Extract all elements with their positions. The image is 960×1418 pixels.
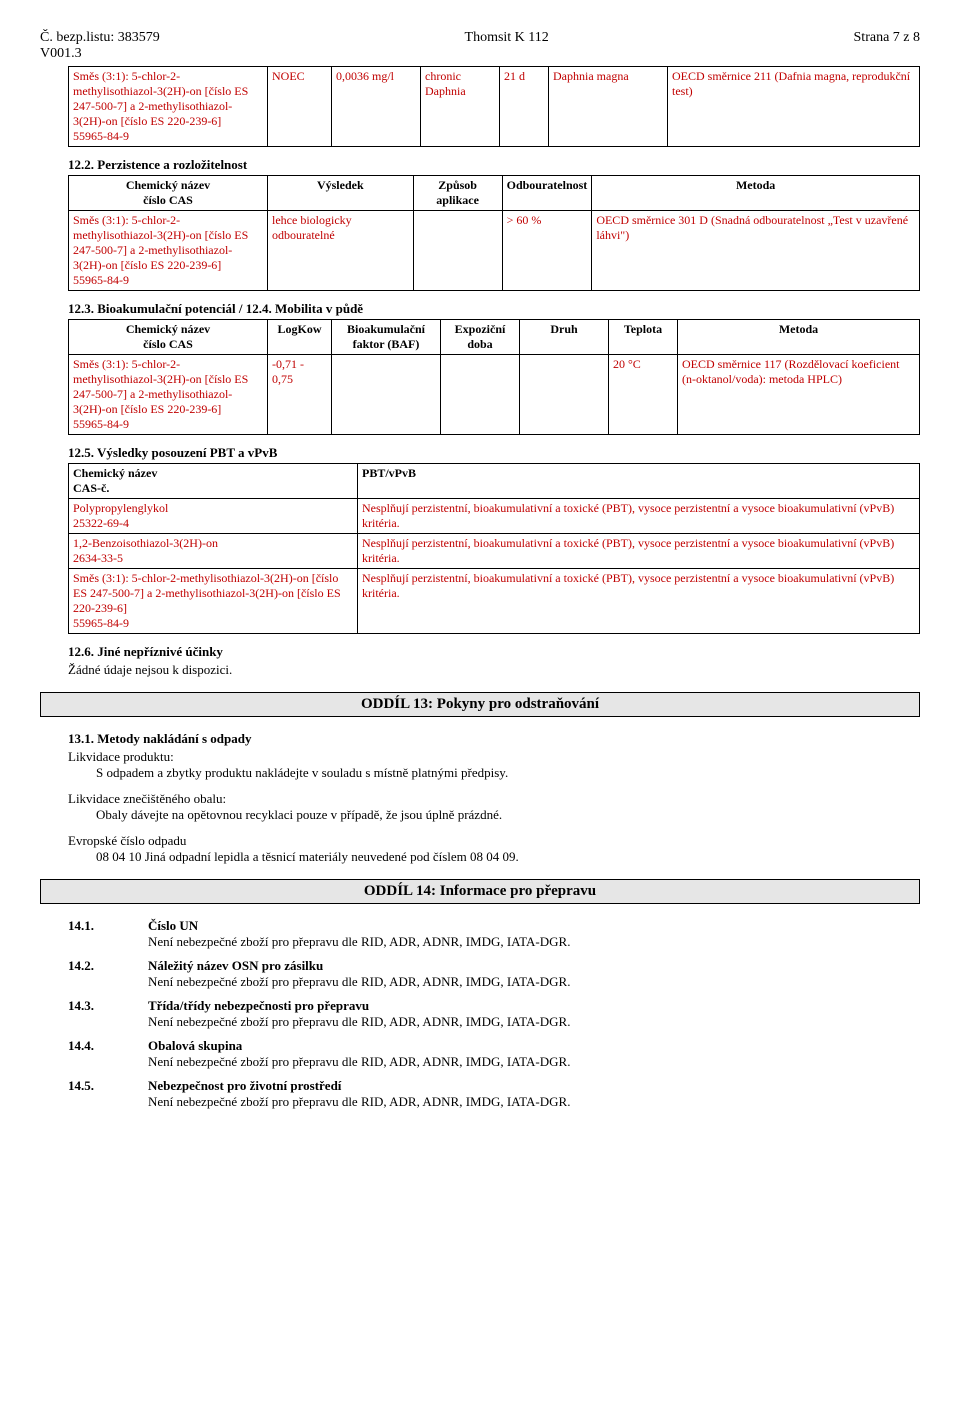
persistence-table: Chemický název číslo CAS Výsledek Způsob… (68, 175, 920, 291)
col-chemical: Chemický název číslo CAS (69, 320, 268, 355)
substance-name: Směs (3:1): 5-chlor-2-methylisothiazol-3… (69, 67, 268, 147)
col-chemical: Chemický název CAS-č. (69, 464, 358, 499)
section-body: Není nebezpečné zboží pro přepravu dle R… (148, 974, 920, 990)
ecotox-table-row: Směs (3:1): 5-chlor-2-methylisothiazol-3… (68, 66, 920, 147)
col-temperature: Teplota (609, 320, 678, 355)
section-14-1: 14.1. Číslo UN Není nebezpečné zboží pro… (68, 918, 920, 950)
doc-version: V001.3 (40, 46, 160, 62)
bioaccumulation-table: Chemický název číslo CAS LogKow Bioakumu… (68, 319, 920, 435)
section-body: Není nebezpečné zboží pro přepravu dle R… (148, 934, 920, 950)
section-label: Nebezpečnost pro životní prostředí (148, 1078, 920, 1094)
page-header: Č. bezp.listu: 383579 V001.3 Thomsit K 1… (40, 30, 920, 62)
section-label: Náležitý název OSN pro zásilku (148, 958, 920, 974)
value: 0,0036 mg/l (332, 67, 421, 147)
section-number: 14.1. (68, 918, 148, 950)
disposal-packaging-label: Likvidace znečištěného obalu: (68, 791, 920, 807)
value-type: NOEC (268, 67, 332, 147)
section-label: Obalová skupina (148, 1038, 920, 1054)
waste-code-text: 08 04 10 Jiná odpadní lepidla a těsnicí … (96, 849, 920, 865)
col-method: Metoda (678, 320, 920, 355)
col-species: Druh (520, 320, 609, 355)
section-12-2-title: 12.2. Perzistence a rozložitelnost (68, 157, 920, 173)
section-14-2: 14.2. Náležitý název OSN pro zásilku Nen… (68, 958, 920, 990)
col-pbt: PBT/vPvB (358, 464, 920, 499)
section-14-4: 14.4. Obalová skupina Není nebezpečné zb… (68, 1038, 920, 1070)
section-body: Není nebezpečné zboží pro přepravu dle R… (148, 1054, 920, 1070)
degradability: > 60 % (502, 211, 592, 291)
col-logkow: LogKow (268, 320, 332, 355)
col-result: Výsledek (268, 176, 414, 211)
pbt-assessment: Nesplňují perzistentní, bioakumulativní … (358, 534, 920, 569)
section-number: 14.5. (68, 1078, 148, 1110)
doc-id: Č. bezp.listu: 383579 (40, 30, 160, 46)
application (413, 211, 502, 291)
substance-name: 1,2-Benzoisothiazol-3(2H)-on 2634-33-5 (69, 534, 358, 569)
substance-name: Polypropylenglykol 25322-69-4 (69, 499, 358, 534)
logkow: -0,71 - 0,75 (268, 355, 332, 435)
section-12-5-title: 12.5. Výsledky posouzení PBT a vPvB (68, 445, 920, 461)
method: OECD směrnice 301 D (Snadná odbouratelno… (592, 211, 920, 291)
test-type: chronic Daphnia (421, 67, 500, 147)
exposure (441, 355, 520, 435)
method: OECD směrnice 211 (Dafnia magna, reprodu… (668, 67, 920, 147)
method: OECD směrnice 117 (Rozdělovací koeficien… (678, 355, 920, 435)
page-number: Strana 7 z 8 (854, 30, 920, 62)
section-number: 14.2. (68, 958, 148, 990)
header-left: Č. bezp.listu: 383579 V001.3 (40, 30, 160, 62)
section-body: Není nebezpečné zboží pro přepravu dle R… (148, 1094, 920, 1110)
oddil-14-heading: ODDÍL 14: Informace pro přepravu (40, 879, 920, 904)
section-12-3-title: 12.3. Bioakumulační potenciál / 12.4. Mo… (68, 301, 920, 317)
doc-title: Thomsit K 112 (465, 30, 549, 62)
col-degradability: Odbouratelnost (502, 176, 592, 211)
species (520, 355, 609, 435)
section-number: 14.4. (68, 1038, 148, 1070)
section-body: Není nebezpečné zboží pro přepravu dle R… (148, 1014, 920, 1030)
baf (332, 355, 441, 435)
pbt-assessment: Nesplňují perzistentní, bioakumulativní … (358, 499, 920, 534)
col-exposure: Expoziční doba (441, 320, 520, 355)
substance-name: Směs (3:1): 5-chlor-2-methylisothiazol-3… (69, 569, 358, 634)
pbt-assessment: Nesplňují perzistentní, bioakumulativní … (358, 569, 920, 634)
duration: 21 d (500, 67, 549, 147)
species: Daphnia magna (549, 67, 668, 147)
section-14-5: 14.5. Nebezpečnost pro životní prostředí… (68, 1078, 920, 1110)
section-label: Třída/třídy nebezpečnosti pro přepravu (148, 998, 920, 1014)
section-12-6-body: Žádné údaje nejsou k dispozici. (68, 662, 920, 678)
section-label: Číslo UN (148, 918, 920, 934)
col-application: Způsob aplikace (413, 176, 502, 211)
section-number: 14.3. (68, 998, 148, 1030)
col-method: Metoda (592, 176, 920, 211)
oddil-13-heading: ODDÍL 13: Pokyny pro odstraňování (40, 692, 920, 717)
disposal-product-text: S odpadem a zbytky produktu nakládejte v… (96, 765, 920, 781)
waste-code-label: Evropské číslo odpadu (68, 833, 920, 849)
pbt-table: Chemický název CAS-č. PBT/vPvB Polypropy… (68, 463, 920, 634)
disposal-product-label: Likvidace produktu: (68, 749, 920, 765)
section-12-6-title: 12.6. Jiné nepříznivé účinky (68, 644, 920, 660)
temperature: 20 °C (609, 355, 678, 435)
substance-name: Směs (3:1): 5-chlor-2-methylisothiazol-3… (69, 355, 268, 435)
col-chemical: Chemický název číslo CAS (69, 176, 268, 211)
section-14-3: 14.3. Třída/třídy nebezpečnosti pro přep… (68, 998, 920, 1030)
section-13-1-title: 13.1. Metody nakládání s odpady (68, 731, 920, 747)
disposal-packaging-text: Obaly dávejte na opětovnou recyklaci pou… (96, 807, 920, 823)
col-baf: Bioakumulační faktor (BAF) (332, 320, 441, 355)
result: lehce biologicky odbouratelné (268, 211, 414, 291)
substance-name: Směs (3:1): 5-chlor-2-methylisothiazol-3… (69, 211, 268, 291)
